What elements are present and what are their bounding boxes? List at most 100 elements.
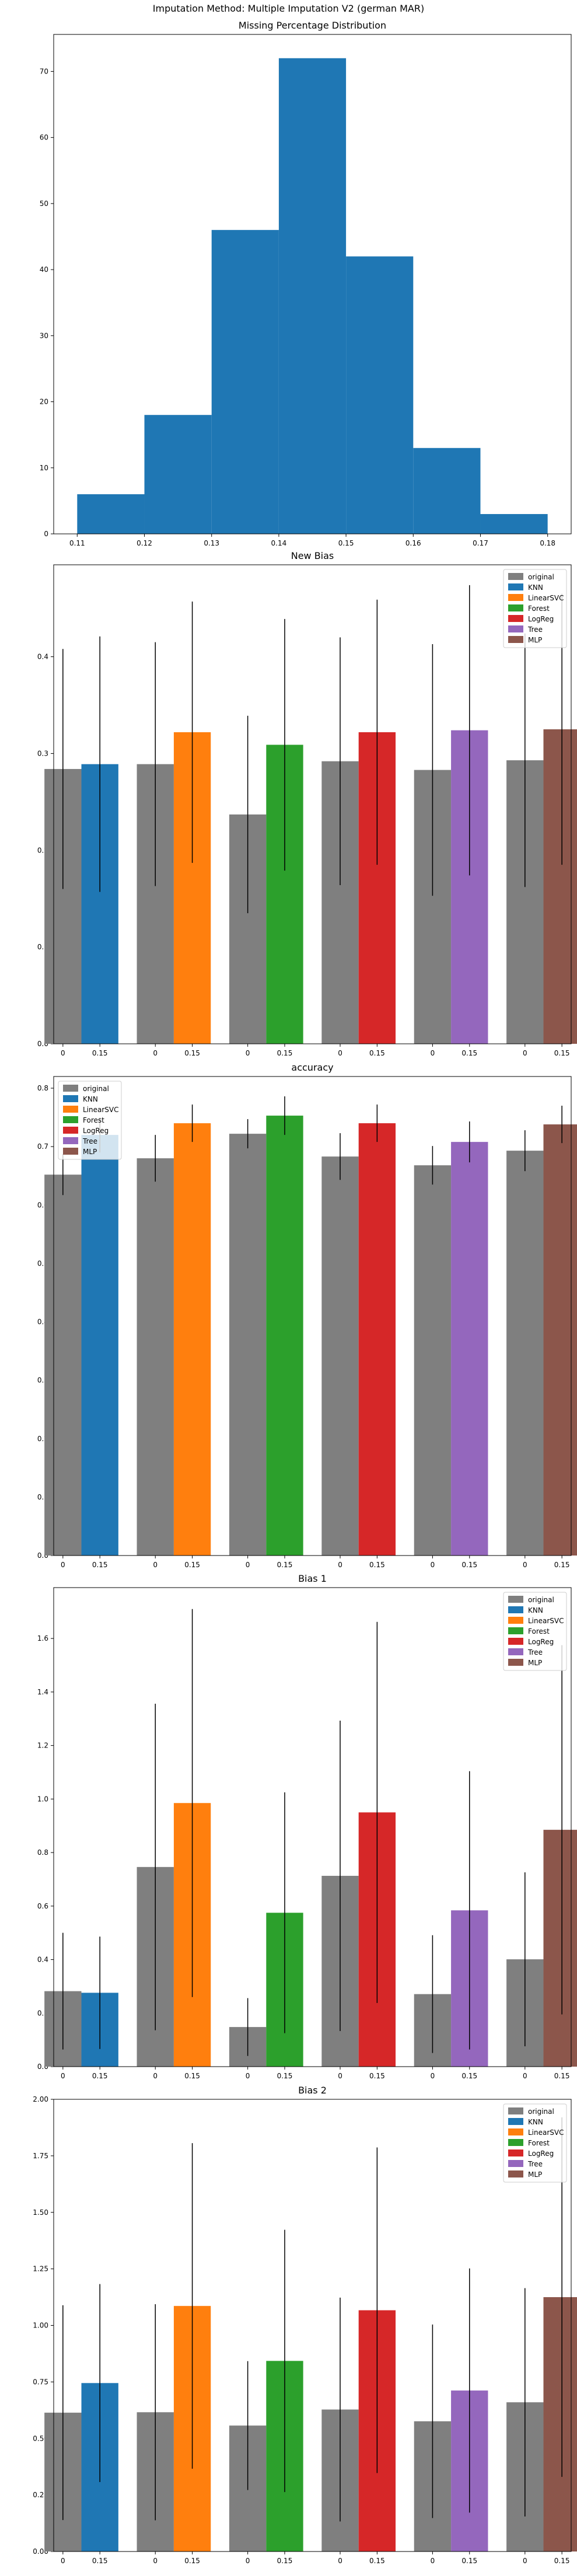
y-tick-label: 30 [40, 331, 48, 340]
legend-swatch-original [508, 573, 523, 580]
y-tick-label: 0.8 [37, 1084, 48, 1092]
y-tick-label: 1.0 [37, 1795, 48, 1803]
legend-label-original: original [83, 1085, 109, 1093]
axes-frame [53, 34, 572, 534]
x-tick-label: 0 [246, 2072, 250, 2080]
histogram-bar [77, 494, 145, 534]
legend-swatch-linearsvc [508, 2128, 523, 2135]
x-tick-label: 0 [338, 2557, 342, 2565]
bar-original [506, 1151, 544, 1556]
axes-frame [53, 564, 572, 1044]
legend-swatch-forest [508, 1627, 523, 1634]
y-tick-label: 70 [40, 67, 48, 75]
x-tick-label: 0.15 [277, 1049, 293, 1057]
x-tick-label: 0 [338, 2072, 342, 2080]
x-tick-label: 0.15 [369, 1049, 385, 1057]
x-tick-label: 0.14 [271, 539, 287, 547]
legend-swatch-knn [63, 1095, 78, 1102]
legend-swatch-knn [508, 583, 523, 590]
axes-frame [53, 1587, 572, 2067]
x-tick-label: 0.15 [92, 1561, 108, 1569]
x-tick-label: 0.15 [369, 2072, 385, 2080]
legend-swatch-logreg [508, 615, 523, 622]
y-tick-label: 0.8 [37, 1848, 48, 1857]
y-tick-label: 0.4 [37, 1956, 48, 1964]
y-tick-label: 0.6 [37, 1902, 48, 1910]
x-tick-label: 0.15 [554, 2557, 570, 2565]
legend-label-forest: Forest [83, 1116, 104, 1124]
panel-3-title: accuracy [291, 1062, 333, 1073]
legend-label-linearsvc: LinearSVC [528, 1617, 564, 1625]
x-tick-label: 0 [246, 2557, 250, 2565]
bar-mlp [543, 729, 577, 1044]
legend-swatch-knn [508, 2118, 523, 2125]
bar-original [321, 1156, 359, 1556]
x-tick-label: 0.15 [461, 1561, 477, 1569]
x-tick-label: 0.16 [405, 539, 421, 547]
legend-label-mlp: MLP [83, 1148, 97, 1156]
x-tick-label: 0 [61, 1049, 65, 1057]
x-tick-label: 0.15 [461, 1049, 477, 1057]
x-tick-label: 0.15 [554, 1561, 570, 1569]
legend-label-logreg: LogReg [528, 1638, 554, 1646]
histogram-bar [480, 514, 548, 534]
axes-frame [53, 2099, 572, 2552]
x-tick-label: 0.15 [92, 2557, 108, 2565]
y-tick-label: 0.3 [37, 749, 48, 757]
y-tick-label: 1.50 [33, 2208, 48, 2217]
bar-mlp [543, 2297, 577, 2551]
x-tick-label: 0 [246, 1049, 250, 1057]
x-tick-label: 0.15 [554, 1049, 570, 1057]
x-tick-label: 0.15 [461, 2557, 477, 2565]
y-tick-label: 20 [40, 398, 48, 406]
legend-swatch-mlp [63, 1148, 78, 1155]
y-tick-label: 1.6 [37, 1634, 48, 1642]
legend-swatch-linearsvc [508, 1617, 523, 1624]
x-tick-label: 0.15 [184, 2557, 200, 2565]
y-tick-label: 10 [40, 464, 48, 472]
legend-label-logreg: LogReg [528, 615, 554, 623]
panel-5-title: Bias 2 [298, 2085, 327, 2096]
y-tick-label: 2.00 [33, 2095, 48, 2103]
y-tick-label: 0 [44, 530, 48, 538]
legend-label-tree: Tree [527, 1648, 543, 1656]
x-tick-label: 0.12 [137, 539, 152, 547]
legend-label-original: original [528, 2107, 554, 2116]
bar-original [229, 1134, 267, 1556]
x-tick-label: 0 [523, 1049, 527, 1057]
legend-label-linearsvc: LinearSVC [83, 1106, 119, 1114]
bar-mlp [543, 1830, 577, 2067]
x-tick-label: 0.18 [540, 539, 555, 547]
legend-swatch-mlp [508, 1659, 523, 1666]
y-tick-label: 40 [40, 265, 48, 274]
legend-swatch-tree [508, 625, 523, 632]
bar-linearsvc [173, 1123, 211, 1556]
y-tick-label: 60 [40, 134, 48, 142]
legend-swatch-tree [508, 2160, 523, 2167]
x-tick-label: 0 [431, 1049, 435, 1057]
x-tick-label: 0.15 [277, 1561, 293, 1569]
legend-label-mlp: MLP [528, 636, 542, 644]
x-tick-label: 0.15 [338, 539, 354, 547]
y-tick-label: 0.7 [37, 1142, 48, 1151]
x-tick-label: 0 [523, 1561, 527, 1569]
x-tick-label: 0 [431, 1561, 435, 1569]
x-tick-label: 0.15 [92, 2072, 108, 2080]
legend-swatch-forest [508, 604, 523, 611]
panel-4-title: Bias 1 [298, 1573, 327, 1584]
legend-label-linearsvc: LinearSVC [528, 2128, 564, 2137]
legend-label-original: original [528, 1596, 554, 1604]
x-tick-label: 0 [61, 2557, 65, 2565]
legend-swatch-linearsvc [63, 1106, 78, 1113]
x-tick-label: 0 [61, 2072, 65, 2080]
legend-label-knn: KNN [528, 2118, 543, 2126]
x-tick-label: 0.15 [277, 2557, 293, 2565]
legend-swatch-logreg [508, 2149, 523, 2156]
legend: original KNN LinearSVC Forest LogReg Tree MLP [503, 1592, 567, 1671]
legend-label-tree: Tree [527, 2160, 543, 2168]
legend-swatch-linearsvc [508, 594, 523, 601]
x-tick-label: 0.15 [92, 1049, 108, 1057]
histogram-bar [144, 415, 212, 534]
y-tick-label: 1.2 [37, 1742, 48, 1750]
